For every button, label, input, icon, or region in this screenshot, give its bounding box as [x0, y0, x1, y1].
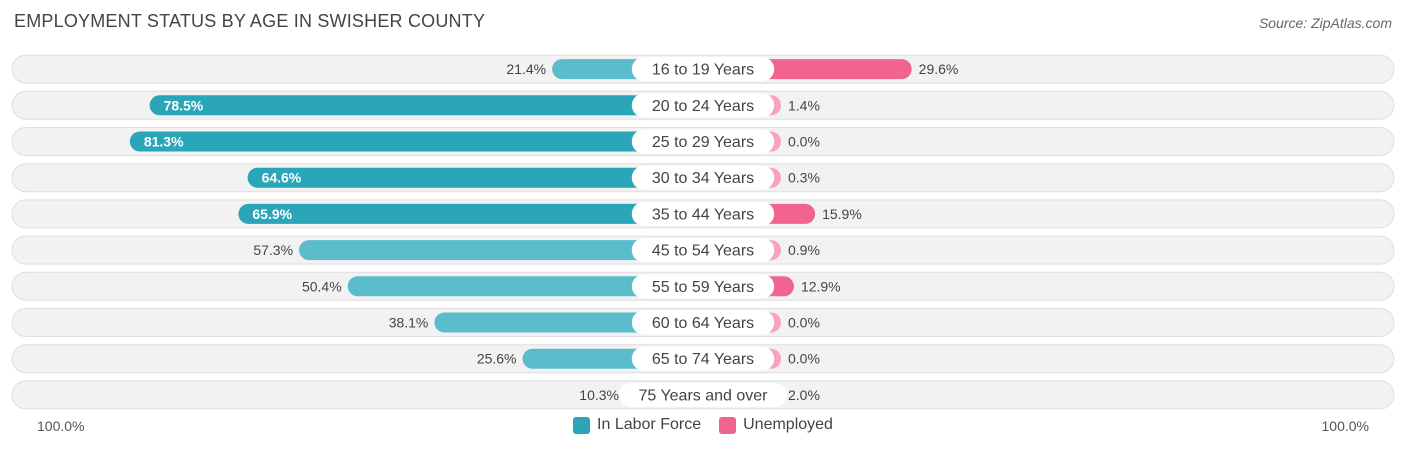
category-pill [631, 57, 775, 82]
value-label-unemployed: 15.9% [822, 206, 862, 222]
category-label: 35 to 44 Years [652, 206, 754, 223]
value-label-labor-force: 10.3% [579, 387, 619, 403]
axis-right-label: 100.0% [1321, 418, 1369, 434]
category-label: 55 to 59 Years [652, 279, 754, 296]
value-label-labor-force: 21.4% [506, 61, 546, 77]
value-label-labor-force: 50.4% [302, 278, 342, 294]
legend-swatch-labor-force [573, 416, 591, 434]
category-pill [631, 201, 775, 226]
bar-labor-force [238, 203, 703, 224]
value-label-unemployed: 1.4% [788, 97, 820, 113]
category-pill [631, 274, 775, 299]
chart-title: EMPLOYMENT STATUS BY AGE IN SWISHER COUN… [14, 11, 486, 31]
value-label-unemployed: 0.0% [788, 315, 820, 331]
category-pill [631, 346, 775, 371]
legend-item-labor-force[interactable]: In Labor Force [573, 416, 701, 434]
bar-labor-force [149, 95, 703, 116]
chart-source: Source: ZipAtlas.com [1258, 15, 1392, 31]
value-label-labor-force: 81.3% [144, 134, 184, 150]
bar-labor-force [299, 240, 703, 261]
value-label-unemployed: 0.0% [788, 351, 820, 367]
category-label: 75 Years and over [639, 387, 769, 404]
category-pill [631, 238, 775, 263]
category-label: 30 to 34 Years [652, 170, 754, 187]
category-pill [631, 310, 775, 335]
legend-label-unemployed: Unemployed [743, 416, 833, 433]
category-pill [618, 382, 788, 407]
axis-left-label: 100.0% [37, 418, 85, 434]
category-label: 65 to 74 Years [652, 351, 754, 368]
category-label: 20 to 24 Years [652, 98, 754, 115]
category-pill [631, 129, 775, 154]
value-label-labor-force: 65.9% [252, 206, 292, 222]
bar-labor-force [247, 167, 703, 188]
value-label-labor-force: 25.6% [477, 351, 517, 367]
legend-swatch-unemployed [719, 416, 737, 434]
value-label-labor-force: 64.6% [262, 170, 302, 186]
value-label-unemployed: 2.0% [788, 387, 820, 403]
value-label-unemployed: 12.9% [801, 278, 841, 294]
value-label-labor-force: 38.1% [389, 315, 429, 331]
legend-label-labor-force: In Labor Force [597, 416, 702, 433]
value-label-unemployed: 29.6% [919, 61, 959, 77]
value-label-unemployed: 0.0% [788, 134, 820, 150]
bar-labor-force [129, 131, 703, 152]
category-label: 45 to 54 Years [652, 243, 754, 260]
value-label-labor-force: 57.3% [253, 242, 293, 258]
category-label: 25 to 29 Years [652, 134, 754, 151]
category-pill [631, 93, 775, 118]
value-label-unemployed: 0.9% [788, 242, 820, 258]
chart-legend: In Labor Force Unemployed [0, 416, 1406, 434]
category-label: 16 to 19 Years [652, 62, 754, 79]
category-label: 60 to 64 Years [652, 315, 754, 332]
legend-item-unemployed[interactable]: Unemployed [719, 416, 833, 434]
value-label-labor-force: 78.5% [164, 97, 204, 113]
bar-labor-force [347, 276, 703, 297]
category-pill [631, 165, 775, 190]
value-label-unemployed: 0.3% [788, 170, 820, 186]
